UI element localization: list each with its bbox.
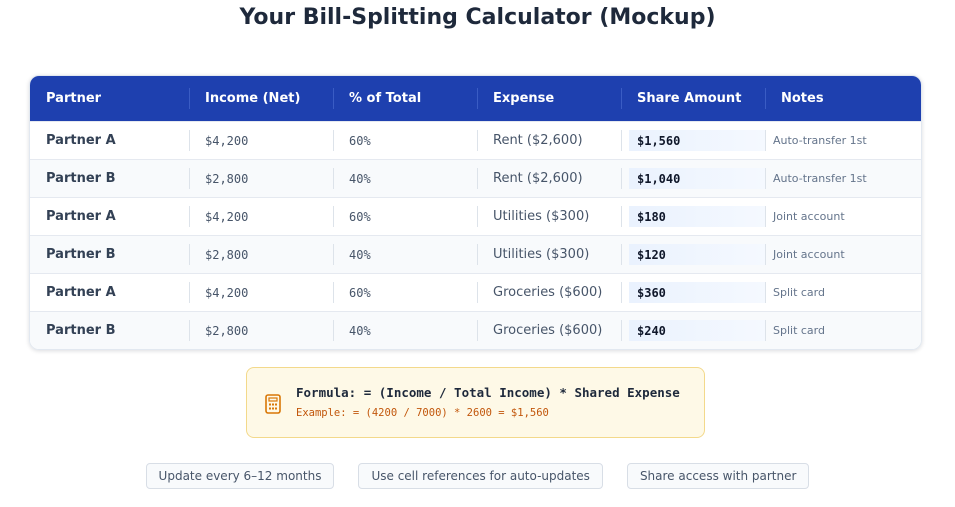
table-cell: 40% (333, 160, 477, 197)
table-cell: Partner A (46, 209, 116, 224)
calculator-icon (265, 394, 281, 414)
table-cell: Groceries ($600) (477, 274, 621, 311)
table-cell: 60% (333, 274, 477, 311)
table-cell: 60% (333, 122, 477, 159)
table-row: Partner A $4,200 60% Rent ($2,600) $1,560 Aut… (30, 121, 921, 159)
table-row: Partner B $2,800 40% Utilities ($300) $120 Jo… (30, 235, 921, 273)
column-header: Share Amount (621, 76, 765, 121)
share-cell: $240 (621, 312, 765, 349)
table-cell: Joint account (765, 236, 909, 273)
table-cell: $2,800 (189, 160, 333, 197)
share-cell: $120 (621, 236, 765, 273)
table-cell: 60% (333, 198, 477, 235)
table-row: Partner A $4,200 60% Utilities ($300) $180 Jo… (30, 197, 921, 235)
share-amount: $1,560 (629, 130, 765, 151)
share-amount: $360 (629, 282, 765, 303)
share-cell: $180 (621, 198, 765, 235)
table-cell: Partner A (46, 133, 116, 148)
table-cell: Auto-transfer 1st (765, 122, 909, 159)
table-row: Partner B $2,800 40% Groceries ($600) $240 Sp… (30, 311, 921, 349)
table-cell: Utilities ($300) (477, 198, 621, 235)
share-cell: $1,040 (621, 160, 765, 197)
table-row: Partner B $2,800 40% Rent ($2,600) $1,040 Aut… (30, 159, 921, 197)
table-cell: $4,200 (189, 198, 333, 235)
table-cell: Partner A (46, 285, 116, 300)
share-amount: $240 (629, 320, 765, 341)
table-cell: Rent ($2,600) (477, 160, 621, 197)
table-cell: $4,200 (189, 122, 333, 159)
table-cell: $2,800 (189, 236, 333, 273)
table-cell: $2,800 (189, 312, 333, 349)
table-cell: Rent ($2,600) (477, 122, 621, 159)
column-header: Partner (46, 91, 102, 106)
column-header: Income (Net) (189, 76, 333, 121)
column-header: % of Total (333, 76, 477, 121)
table-cell: Split card (765, 312, 909, 349)
tip-chip: Use cell references for auto-updates (358, 463, 603, 489)
table-cell: Auto-transfer 1st (765, 160, 909, 197)
table-cell: Partner B (46, 247, 116, 262)
share-cell: $360 (621, 274, 765, 311)
formula-text: Formula: = (Income / Total Income) * Sha… (296, 385, 680, 400)
page-title: Your Bill-Splitting Calculator (Mockup) (239, 5, 716, 30)
table-cell: 40% (333, 312, 477, 349)
formula-box: Formula: = (Income / Total Income) * Sha… (246, 367, 705, 438)
table-cell: Utilities ($300) (477, 236, 621, 273)
header-row: Partner Income (Net)% of Total Expense Shar… (30, 76, 921, 121)
table-cell: $4,200 (189, 274, 333, 311)
table-cell: Partner B (46, 171, 116, 186)
tip-chip: Update every 6–12 months (145, 463, 335, 489)
share-cell: $1,560 (621, 122, 765, 159)
table-cell: Groceries ($600) (477, 312, 621, 349)
tips: Update every 6–12 months Use cell referen… (0, 463, 955, 489)
share-amount: $180 (629, 206, 765, 227)
split-table: Partner Income (Net)% of Total Expense Shar… (29, 75, 922, 350)
table-cell: Split card (765, 274, 909, 311)
table-row: Partner A $4,200 60% Groceries ($600) $360 Sp… (30, 273, 921, 311)
tip-chip: Share access with partner (626, 463, 810, 489)
share-amount: $1,040 (629, 168, 765, 189)
table-cell: Joint account (765, 198, 909, 235)
formula-example: Example: = (4200 / 7000) * 2600 = $1,560 (296, 407, 549, 419)
column-header: Expense (477, 76, 621, 121)
column-header: Notes (765, 76, 909, 121)
table-cell: 40% (333, 236, 477, 273)
table-cell: Partner B (46, 323, 116, 338)
share-amount: $120 (629, 244, 765, 265)
